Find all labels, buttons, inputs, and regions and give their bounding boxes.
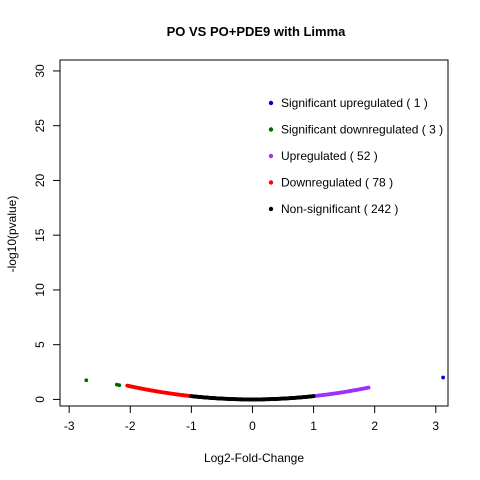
data-point-series-4 bbox=[311, 394, 316, 399]
y-tick-label: 30 bbox=[33, 64, 47, 78]
x-tick-label: 3 bbox=[432, 419, 439, 433]
data-point-series-1 bbox=[84, 378, 89, 383]
data-point-series-0 bbox=[441, 375, 446, 380]
y-axis: 0 5 10 15 20 25 30 bbox=[33, 64, 61, 403]
legend-label: Non-significant ( 242 ) bbox=[281, 202, 398, 216]
y-tick-label: 10 bbox=[33, 283, 47, 297]
legend-label: Significant downregulated ( 3 ) bbox=[281, 123, 443, 137]
plot-frame bbox=[59, 59, 449, 407]
x-axis-label: Log2-Fold-Change bbox=[204, 451, 304, 465]
legend-marker bbox=[268, 100, 274, 106]
legend-label: Significant upregulated ( 1 ) bbox=[281, 96, 428, 110]
legend: Significant upregulated ( 1 ) Significant… bbox=[268, 96, 443, 216]
legend-marker bbox=[268, 180, 274, 185]
x-tick-label: -1 bbox=[186, 419, 197, 433]
y-tick-label: 15 bbox=[33, 228, 47, 242]
x-tick-label: 1 bbox=[310, 419, 317, 433]
y-tick-label: 20 bbox=[33, 173, 47, 187]
y-tick-label: 0 bbox=[33, 396, 47, 403]
x-tick-label: -3 bbox=[64, 419, 75, 433]
data-point-series-2 bbox=[366, 385, 371, 390]
y-tick-label: 25 bbox=[33, 119, 47, 133]
y-tick-label: 5 bbox=[33, 341, 47, 348]
x-tick-label: -2 bbox=[125, 419, 136, 433]
x-tick-label: 0 bbox=[249, 419, 256, 433]
legend-marker bbox=[268, 153, 274, 159]
y-axis-label: -log10(pvalue) bbox=[5, 196, 19, 273]
legend-label: Upregulated ( 52 ) bbox=[281, 149, 378, 163]
data-point-series-1 bbox=[117, 383, 122, 388]
x-axis: -3 -2 -1 0 1 2 3 bbox=[64, 405, 439, 433]
data-points bbox=[84, 375, 446, 402]
legend-label: Downregulated ( 78 ) bbox=[281, 176, 393, 190]
x-tick-label: 2 bbox=[371, 419, 378, 433]
legend-marker bbox=[268, 127, 274, 132]
chart-title: PO VS PO+PDE9 with Limma bbox=[167, 24, 347, 39]
legend-marker bbox=[268, 206, 274, 212]
